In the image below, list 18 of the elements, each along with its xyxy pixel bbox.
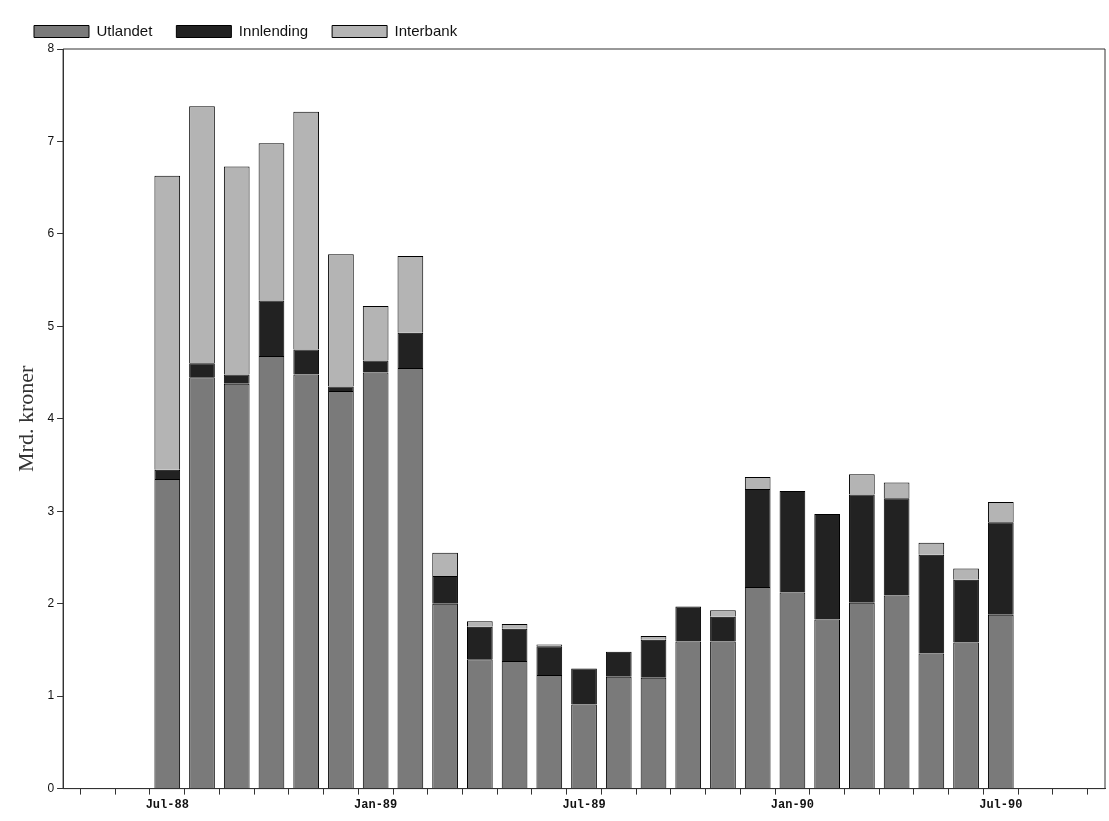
y-tick-label: 7 [47, 133, 55, 148]
x-tick-label: Jul-90 [979, 797, 1023, 812]
y-tick-label: 0 [47, 780, 55, 795]
y-tick-label: 6 [47, 226, 55, 241]
legend-label: Innlending [238, 21, 309, 39]
legend-label: Utlandet [96, 21, 154, 39]
y-tick-label: 8 [47, 41, 55, 56]
x-tick-label: Jul-88 [145, 797, 189, 812]
y-tick-label: 3 [47, 503, 55, 518]
y-tick-label: 5 [47, 318, 55, 333]
y-axis-title: Mrd. kroner [12, 364, 38, 472]
x-tick-label: Jul-89 [562, 797, 606, 812]
y-tick-label: 1 [47, 688, 55, 703]
x-tick-label: Jan-90 [770, 797, 815, 812]
legend-label: Interbank [394, 21, 458, 39]
x-tick-label: Jan-89 [354, 797, 398, 812]
y-tick-label: 4 [47, 411, 55, 426]
y-tick-label: 2 [47, 596, 55, 611]
